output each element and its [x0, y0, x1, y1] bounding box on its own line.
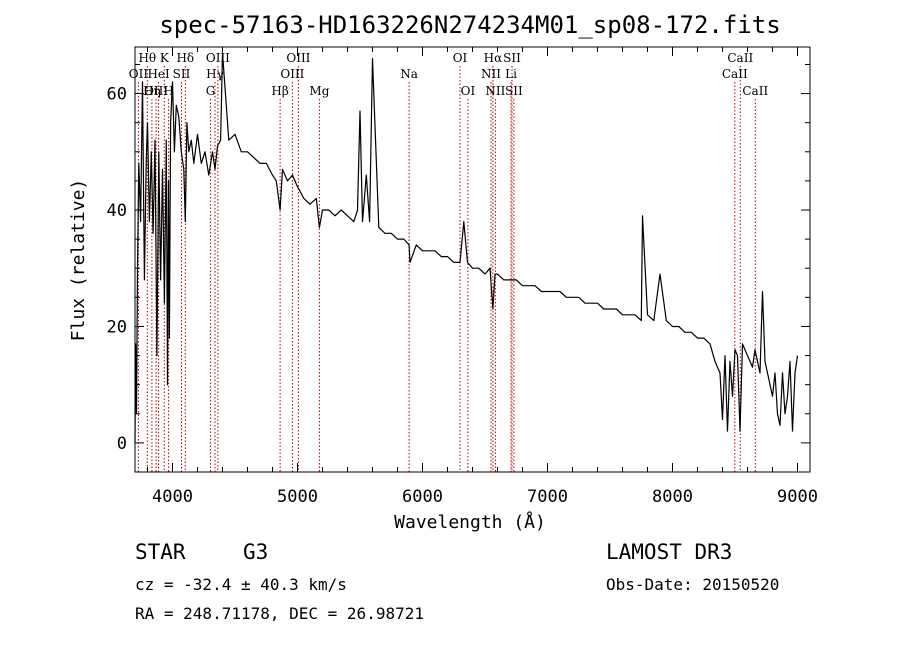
y-tick-label-2: 40 — [107, 201, 127, 221]
line-label-2: OIII — [144, 84, 168, 98]
line-label-17: OI — [453, 51, 468, 65]
x-tick-label-2: 6000 — [402, 487, 443, 507]
redshift-cz: cz = -32.4 ± 40.3 km/s — [135, 575, 347, 594]
x-axis-ticks: 4000 5000 6000 7000 8000 9000 — [147, 47, 818, 507]
line-label-12: Hβ — [271, 84, 288, 98]
line-label-4: HeI — [147, 67, 170, 81]
line-label-11: G — [206, 84, 216, 98]
spectral-line-markers — [137, 66, 756, 472]
line-label-8: Hδ — [176, 51, 194, 65]
line-label-6: H — [163, 84, 173, 98]
chart-title: spec-57163-HD163226N274234M01_sp08-172.f… — [159, 11, 780, 39]
x-tick-label-3: 7000 — [527, 487, 568, 507]
ra-dec-coords: RA = 248.71178, DEC = 26.98721 — [135, 604, 424, 623]
line-label-24: SII — [505, 84, 523, 98]
line-label-19: Hα — [484, 51, 503, 65]
line-label-14: OIII — [280, 67, 304, 81]
object-class: STAR — [135, 540, 186, 564]
survey-name: LAMOST DR3 — [606, 540, 732, 564]
y-tick-label-3: 60 — [107, 85, 127, 105]
y-axis-ticks: 0 20 40 60 — [107, 63, 810, 473]
line-label-0: OII — [129, 67, 149, 81]
line-label-16: Na — [400, 67, 418, 81]
line-label-18: OI — [461, 84, 476, 98]
line-label-21: NII — [485, 84, 505, 98]
line-label-15: Mg — [309, 84, 329, 98]
line-label-27: CaII — [742, 84, 768, 98]
y-tick-label-1: 20 — [107, 317, 127, 337]
observation-date: Obs-Date: 20150520 — [606, 575, 779, 594]
line-label-1: Hθ — [138, 51, 156, 65]
line-label-25: CaII — [727, 51, 753, 65]
x-tick-label-0: 4000 — [152, 487, 193, 507]
line-label-10: Hγ — [206, 67, 224, 81]
x-tick-label-1: 5000 — [277, 487, 318, 507]
line-label-3: K — [160, 51, 170, 65]
line-label-26: CaII — [722, 67, 748, 81]
y-axis-label: Flux (relative) — [68, 179, 89, 342]
line-label-5: Hη — [143, 84, 161, 98]
y-tick-label-0: 0 — [117, 434, 127, 454]
object-subclass: G3 — [243, 540, 268, 564]
spectrum-line — [134, 52, 799, 443]
line-label-20: NII — [481, 67, 501, 81]
line-label-13: OIII — [286, 51, 310, 65]
line-label-9: OIII — [206, 51, 230, 65]
line-label-7: SII — [173, 67, 191, 81]
plot-frame — [134, 46, 811, 473]
x-tick-label-4: 8000 — [652, 487, 693, 507]
line-label-22: SII — [503, 51, 521, 65]
x-tick-label-5: 9000 — [777, 487, 818, 507]
x-axis-label: Wavelength (Å) — [394, 511, 546, 533]
line-label-23: Li — [505, 67, 517, 81]
